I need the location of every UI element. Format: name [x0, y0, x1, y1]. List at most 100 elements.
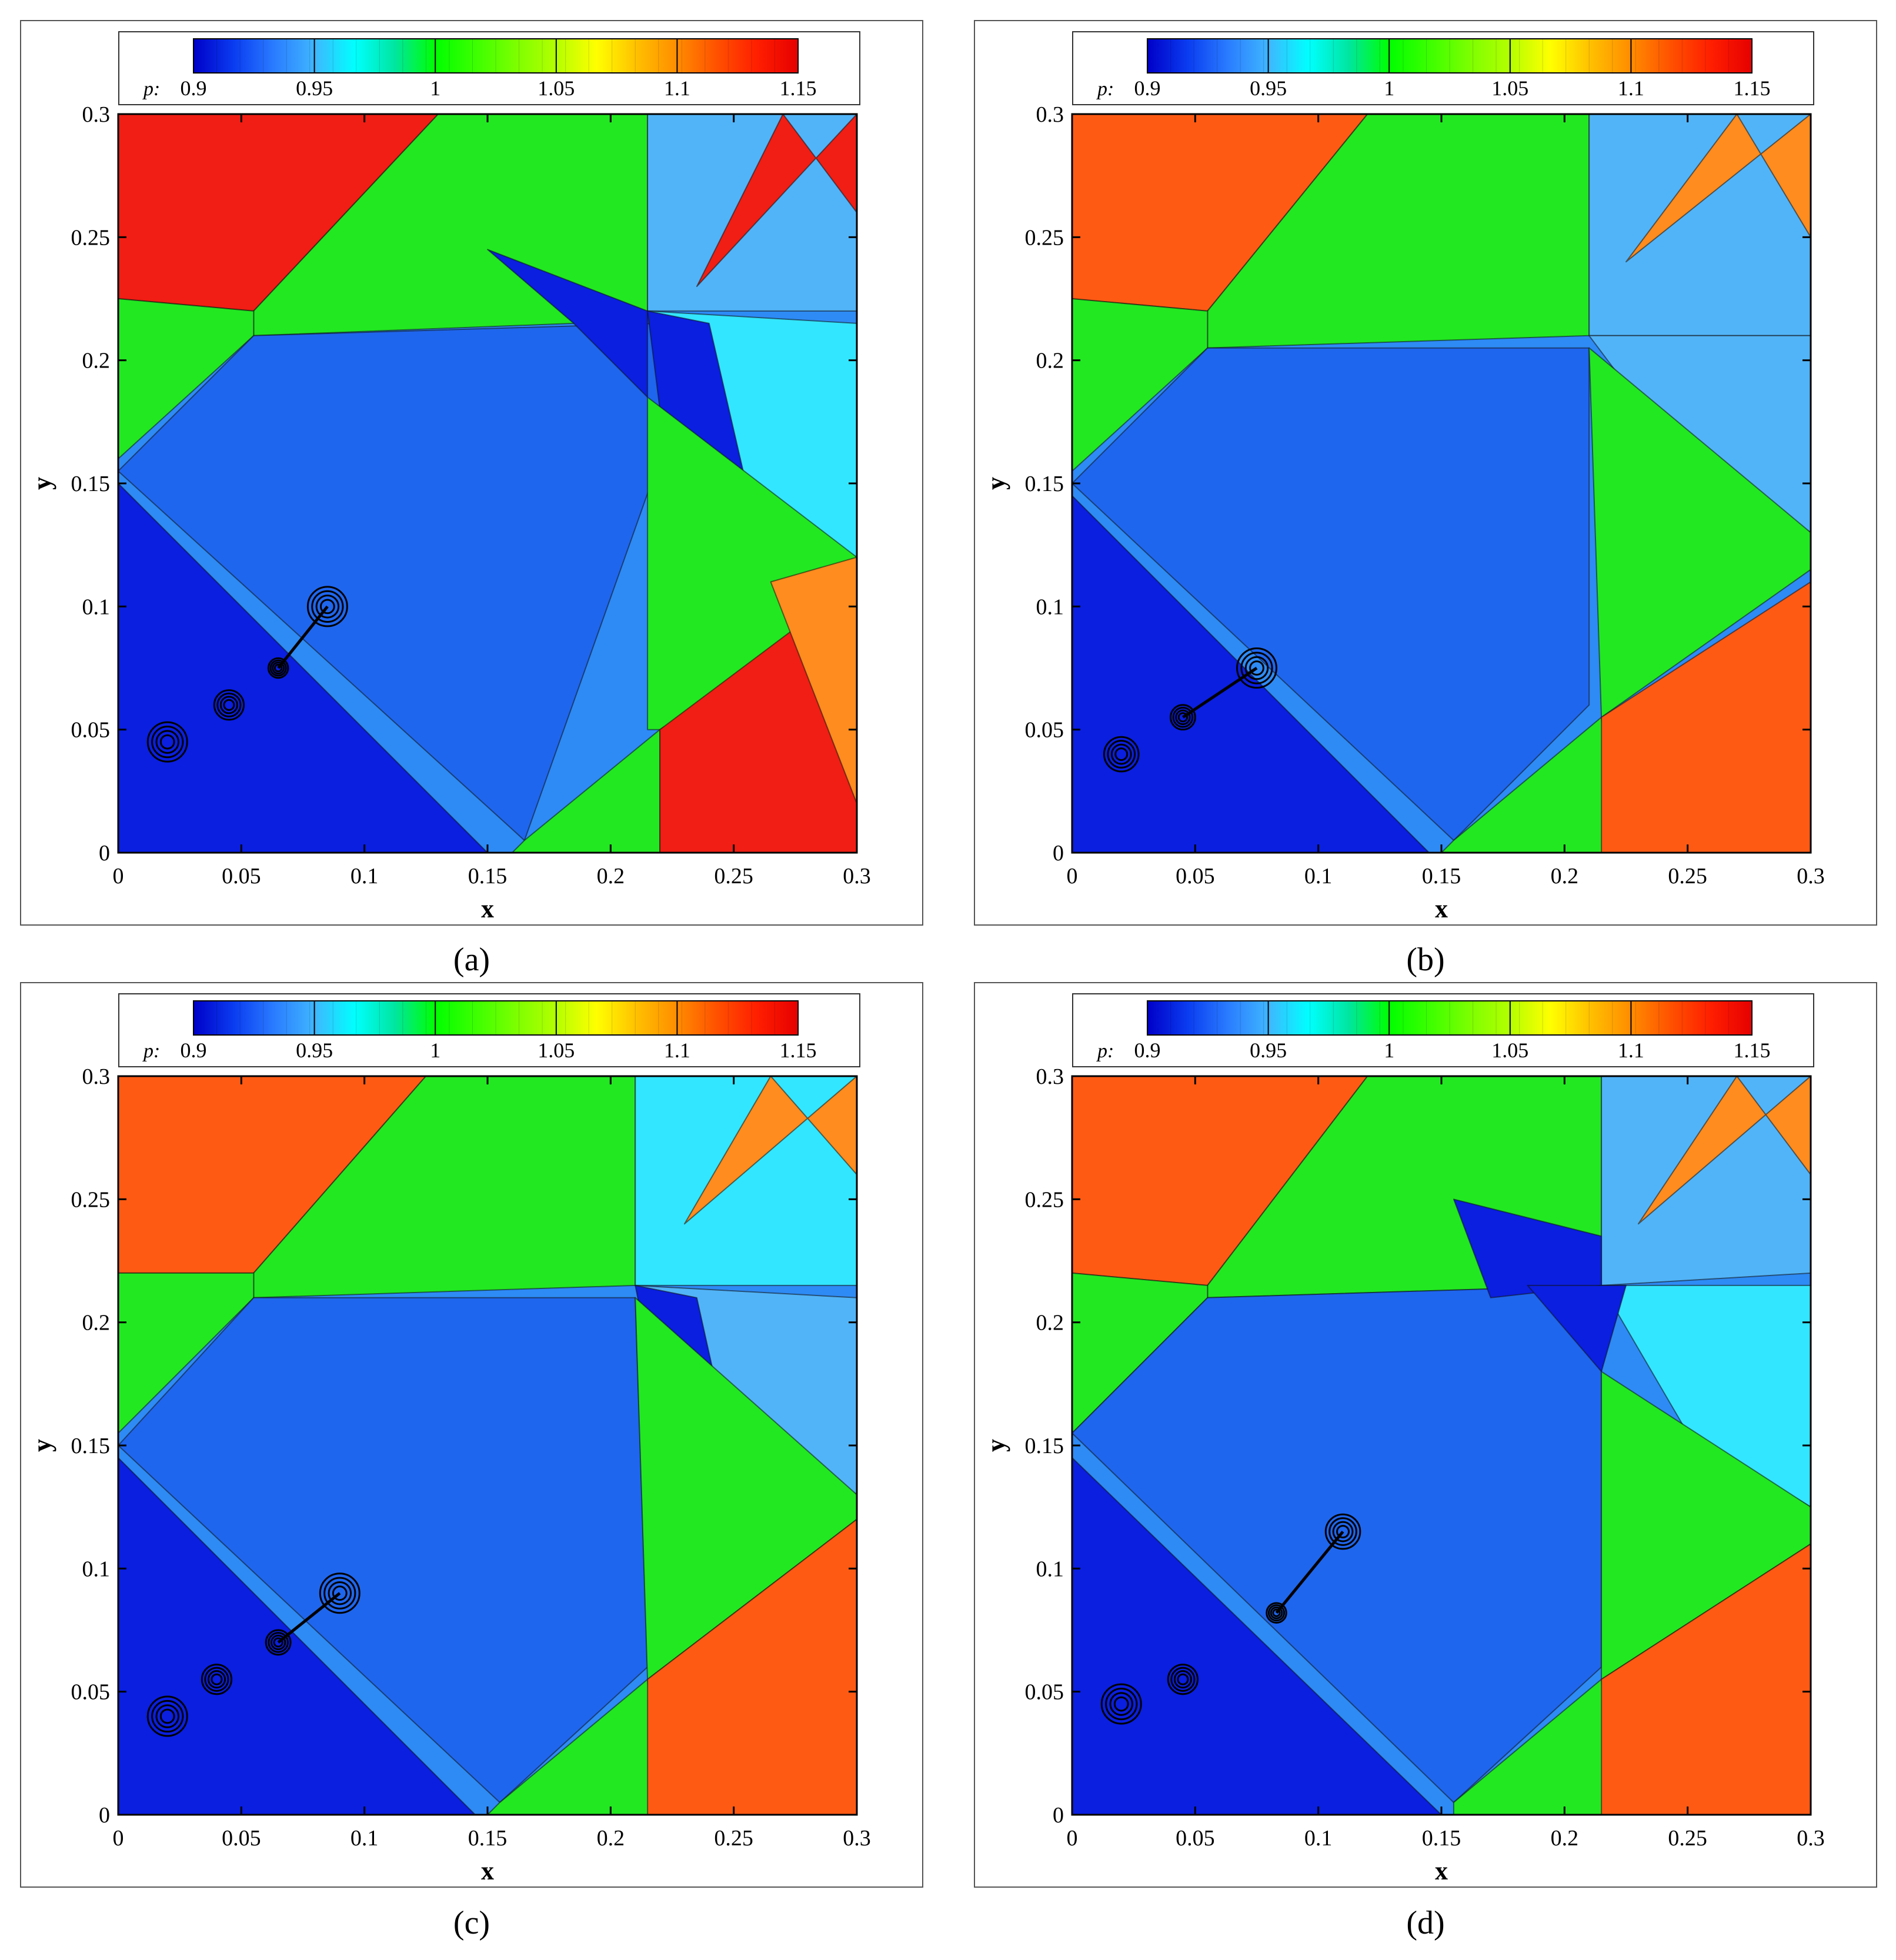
caption-d: (d): [1406, 1905, 1445, 1941]
pressure-region: [1625, 114, 1811, 263]
x-tick-label: 0.05: [222, 1826, 261, 1851]
x-tick-label: 0.05: [1176, 864, 1214, 889]
chart-b: p: 0.9 0.95 1 1.05 1.1 1.15 0 0.05 0.1 0.15 0.2 0.25…: [982, 31, 1825, 923]
vortex-contour: [1336, 1525, 1350, 1538]
y-tick-label: 0.05: [71, 1680, 111, 1705]
vortex-contour: [211, 1673, 223, 1685]
vortex-contour: [306, 586, 348, 627]
vortex-contour: [267, 657, 289, 679]
x-axis-label: x: [1435, 894, 1448, 923]
x-tick-label: 0.15: [468, 864, 508, 889]
x-tick-label: 0.25: [1668, 864, 1707, 889]
x-tick-label: 0.1: [351, 1826, 379, 1851]
colorbar-tick-label: 1: [1384, 1039, 1394, 1062]
pressure-region: [1072, 1457, 1442, 1815]
colorbar-tick-label: 0.9: [1134, 1039, 1161, 1062]
y-axis-label: y: [28, 1439, 56, 1452]
x-tick-label: 0.05: [1176, 1826, 1214, 1851]
vortex-contour: [273, 663, 283, 673]
x-tick-label: 0.2: [1551, 864, 1579, 889]
x-tick-label: 0.15: [1422, 1826, 1461, 1851]
y-tick-label: 0: [1053, 1803, 1064, 1828]
y-axis-label: y: [982, 1439, 1010, 1452]
pressure-region: [1072, 347, 1590, 842]
y-tick-label: 0.15: [71, 1434, 111, 1458]
vortex-contour: [1107, 740, 1136, 769]
vortex-contour: [332, 1585, 348, 1601]
vortex-contour: [155, 1704, 179, 1728]
colorbar-tick-label: 0.95: [1250, 76, 1287, 100]
colorbar-legend: p: 0.9 0.95 1 1.05 1.1 1.15: [118, 31, 860, 105]
vortex-contour: [1328, 1517, 1357, 1546]
x-tick-label: 0.1: [1304, 1826, 1333, 1851]
y-tick-label: 0.3: [1036, 1064, 1064, 1089]
vortex-contour: [223, 699, 235, 711]
y-tick-label: 0.15: [1025, 472, 1064, 496]
pressure-region: [1601, 1284, 1811, 1508]
vortex-contour: [1167, 1664, 1199, 1695]
axes: 0 0.05 0.1 0.15 0.2 0.25 0.3 0 0.05 0.1 0.15 0.2 0.2…: [982, 102, 1825, 923]
x-tick-label: 0.3: [1797, 1826, 1825, 1851]
vortex-contour: [1267, 1604, 1286, 1622]
y-tick-label: 0.1: [82, 595, 111, 619]
x-tick-label: 0.05: [222, 864, 261, 889]
y-axis-label: y: [982, 477, 1010, 490]
x-axis-label: x: [481, 894, 494, 923]
pressure-region: [770, 556, 857, 804]
colorbar-legend: p: 0.9 0.95 1 1.05 1.1 1.15: [1072, 993, 1814, 1067]
vortex-contour: [207, 1670, 226, 1689]
y-tick-label: 0.3: [82, 102, 111, 127]
vortex-contour: [1100, 1683, 1142, 1725]
vortex-contour: [1266, 1602, 1287, 1624]
pressure-region: [1601, 1543, 1811, 1815]
vortex-contour: [1236, 647, 1277, 689]
vortex-contour: [159, 1708, 175, 1724]
pressure-region: [1601, 1076, 1811, 1286]
colorbar-tick-label: 0.9: [181, 76, 207, 100]
x-tick-label: 0.1: [1304, 864, 1333, 889]
colorbar-label: p:: [1096, 1040, 1114, 1062]
caption-b: (b): [1406, 941, 1445, 978]
pressure-region: [487, 1678, 661, 1815]
colorbar-tick-label: 1.05: [1491, 76, 1528, 100]
y-tick-label: 0.15: [71, 472, 111, 496]
vortex-contour: [1249, 660, 1264, 676]
y-tick-label: 0.3: [82, 1064, 111, 1089]
y-tick-label: 0: [99, 841, 110, 866]
pressure-region: [647, 1518, 857, 1815]
vortex-contour: [1110, 743, 1132, 765]
colorbar-tick-label: 1.05: [1491, 1039, 1528, 1062]
colorbar-tick-label: 1: [430, 76, 440, 100]
vortex-contour: [1169, 704, 1196, 731]
vortex-contour: [1105, 1687, 1138, 1721]
colorbar-tick-label: 0.9: [181, 1039, 207, 1062]
colorbar-tick-label: 0.95: [1250, 1039, 1287, 1062]
vortex-contour: [1324, 1513, 1361, 1550]
y-tick-label: 0.2: [1036, 349, 1064, 373]
x-tick-label: 0.2: [597, 1826, 625, 1851]
vortex-contour: [268, 1632, 289, 1653]
vortex-contour: [319, 599, 335, 615]
colorbar-tick-label: 0.95: [296, 76, 333, 100]
colorbar-tick-label: 1.15: [780, 1039, 817, 1062]
y-tick-label: 0.05: [71, 718, 111, 743]
vortex-contour: [311, 590, 344, 623]
x-tick-label: 0.25: [714, 864, 753, 889]
vortex-contour: [270, 1634, 286, 1651]
pressure-field: [1072, 114, 1811, 853]
vortex-contour: [216, 692, 242, 717]
y-tick-label: 0.1: [1036, 1557, 1064, 1581]
vortex-contour: [1177, 1673, 1189, 1685]
pressure-region: [1441, 716, 1615, 853]
y-axis-label: y: [28, 477, 56, 490]
colorbar: [1147, 1000, 1753, 1036]
pressure-region: [1601, 1371, 1811, 1680]
colorbar-label: p:: [142, 78, 160, 100]
x-tick-label: 0.3: [1797, 864, 1825, 889]
pressure-region: [1453, 1678, 1615, 1815]
jet-contour: [277, 1592, 341, 1644]
pressure-field: [1072, 1076, 1811, 1815]
pressure-region: [118, 483, 488, 853]
pressure-region: [1601, 581, 1811, 853]
colorbar-tick-label: 0.95: [296, 1039, 333, 1062]
